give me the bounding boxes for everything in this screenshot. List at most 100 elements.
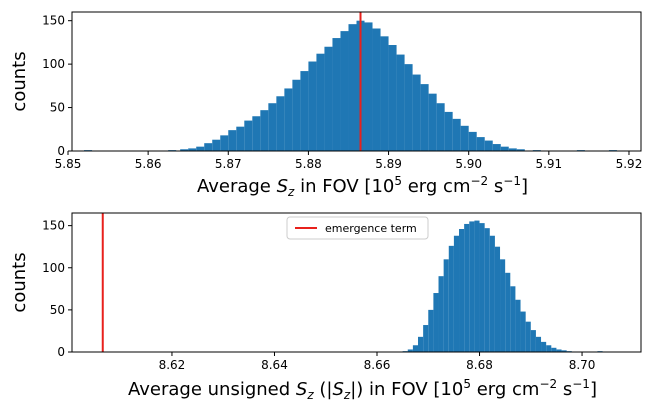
histogram-bar — [423, 325, 429, 352]
histogram-bar — [561, 350, 567, 352]
histogram-bar — [453, 235, 460, 352]
histogram-bar — [448, 245, 454, 352]
histogram-bar — [348, 24, 357, 151]
histogram-bar — [380, 36, 389, 151]
histogram-bar — [388, 45, 397, 152]
histogram-bar — [505, 272, 511, 352]
y-tick-label: 50 — [50, 303, 65, 317]
y-tick-label: 150 — [42, 219, 65, 233]
axes-frame — [71, 11, 642, 152]
histogram-bar — [474, 220, 480, 352]
x-tick-label: 5.87 — [215, 157, 242, 171]
histogram-bar — [308, 61, 317, 151]
histogram-bar — [428, 309, 434, 352]
histogram-bar — [459, 229, 465, 352]
histogram-bar — [438, 276, 444, 352]
histogram-bar — [412, 74, 421, 151]
y-axis-label: counts — [9, 252, 30, 312]
histogram-bars — [402, 220, 603, 352]
histogram-bar — [500, 259, 506, 352]
histogram-bar — [188, 148, 197, 151]
histogram-bar — [535, 336, 542, 352]
x-tick-label: 8.70 — [569, 358, 596, 372]
histogram-bar — [489, 235, 495, 352]
histogram-bar — [443, 259, 449, 352]
histogram-bar — [500, 146, 509, 151]
histogram-bar — [525, 321, 531, 352]
x-axis-label: Average Sz in FOV [105 erg cm−2 s−1] — [197, 174, 528, 199]
histogram-bar — [276, 96, 285, 151]
histogram-bar — [436, 103, 445, 151]
histogram-bar — [236, 126, 245, 151]
x-tick-label: 5.92 — [616, 157, 643, 171]
histogram-bar — [252, 116, 261, 151]
histogram-bar — [332, 38, 341, 152]
legend: emergence term — [286, 216, 429, 240]
x-tick-label: 5.88 — [295, 157, 322, 171]
chart-bottom: 8.62 8.64 8.66 8.68 8.70 0 50 100 150 counts Avera… — [9, 212, 642, 402]
histogram-bar — [404, 64, 413, 152]
x-tick-label: 5.90 — [455, 157, 482, 171]
histogram-bar — [412, 345, 419, 352]
y-tick-label: 0 — [57, 345, 65, 359]
histogram-bar — [516, 149, 525, 151]
histogram-bar — [372, 28, 381, 151]
histogram-bar — [244, 120, 253, 151]
chart-top: 5.85 5.86 5.87 5.88 5.89 5.90 5.91 5.92 0 50 100 15… — [9, 11, 643, 199]
histogram-bar — [407, 349, 413, 352]
y-tick-label: 0 — [57, 144, 65, 158]
histogram-bar — [228, 130, 237, 151]
histogram-bar — [196, 146, 205, 151]
histogram-bar — [452, 118, 461, 151]
axes-frame — [71, 212, 642, 353]
histogram-bar — [420, 84, 429, 151]
histogram-bar — [396, 54, 405, 151]
histogram-bar — [468, 131, 477, 151]
legend-box — [286, 216, 429, 240]
y-tick-label: 100 — [42, 261, 65, 275]
histogram-bar — [479, 223, 485, 352]
histogram-bar — [520, 311, 526, 352]
histogram-bar — [546, 345, 552, 352]
histogram-bar — [494, 246, 501, 352]
histogram-bar — [260, 110, 269, 151]
histogram-bar — [484, 140, 493, 151]
x-axis-label: Average unsigned Sz (|Sz|) in FOV [105 e… — [128, 377, 597, 402]
histogram-bar — [292, 79, 301, 151]
histogram-bar — [300, 71, 309, 151]
histogram-bar — [212, 139, 221, 151]
histogram-bar — [492, 144, 501, 151]
y-tick-label: 50 — [50, 101, 65, 115]
histogram-bar — [530, 330, 536, 352]
histogram-bar — [324, 46, 333, 151]
histogram-bar — [484, 228, 490, 352]
histogram-bar — [316, 53, 325, 152]
x-tick-label: 5.89 — [375, 157, 402, 171]
histogram-bar — [180, 149, 189, 151]
x-tick-label: 5.91 — [535, 157, 562, 171]
histogram-bar — [428, 93, 437, 151]
histogram-bar — [515, 299, 521, 352]
x-tick-label: 8.64 — [261, 358, 288, 372]
x-tick-label: 5.85 — [55, 157, 82, 171]
histogram-bar — [464, 223, 470, 352]
histogram-bar — [204, 143, 213, 151]
histogram-bar — [268, 103, 277, 151]
histogram-bar — [460, 125, 469, 151]
x-tick-label: 5.86 — [135, 157, 162, 171]
histogram-bar — [508, 148, 517, 151]
histogram-bar — [444, 111, 453, 151]
histogram-bar — [220, 135, 229, 151]
histogram-bar — [476, 137, 485, 151]
legend-label: emergence term — [325, 222, 417, 235]
y-tick-label: 100 — [42, 57, 65, 71]
histogram-bar — [284, 88, 293, 151]
histogram-bar — [556, 349, 562, 352]
histogram-bar — [418, 336, 424, 352]
x-tick-label: 8.66 — [364, 358, 391, 372]
histogram-bar — [541, 341, 547, 352]
y-tick-label: 150 — [42, 14, 65, 28]
histogram-bar — [433, 293, 439, 352]
y-axis-label: counts — [9, 51, 30, 111]
